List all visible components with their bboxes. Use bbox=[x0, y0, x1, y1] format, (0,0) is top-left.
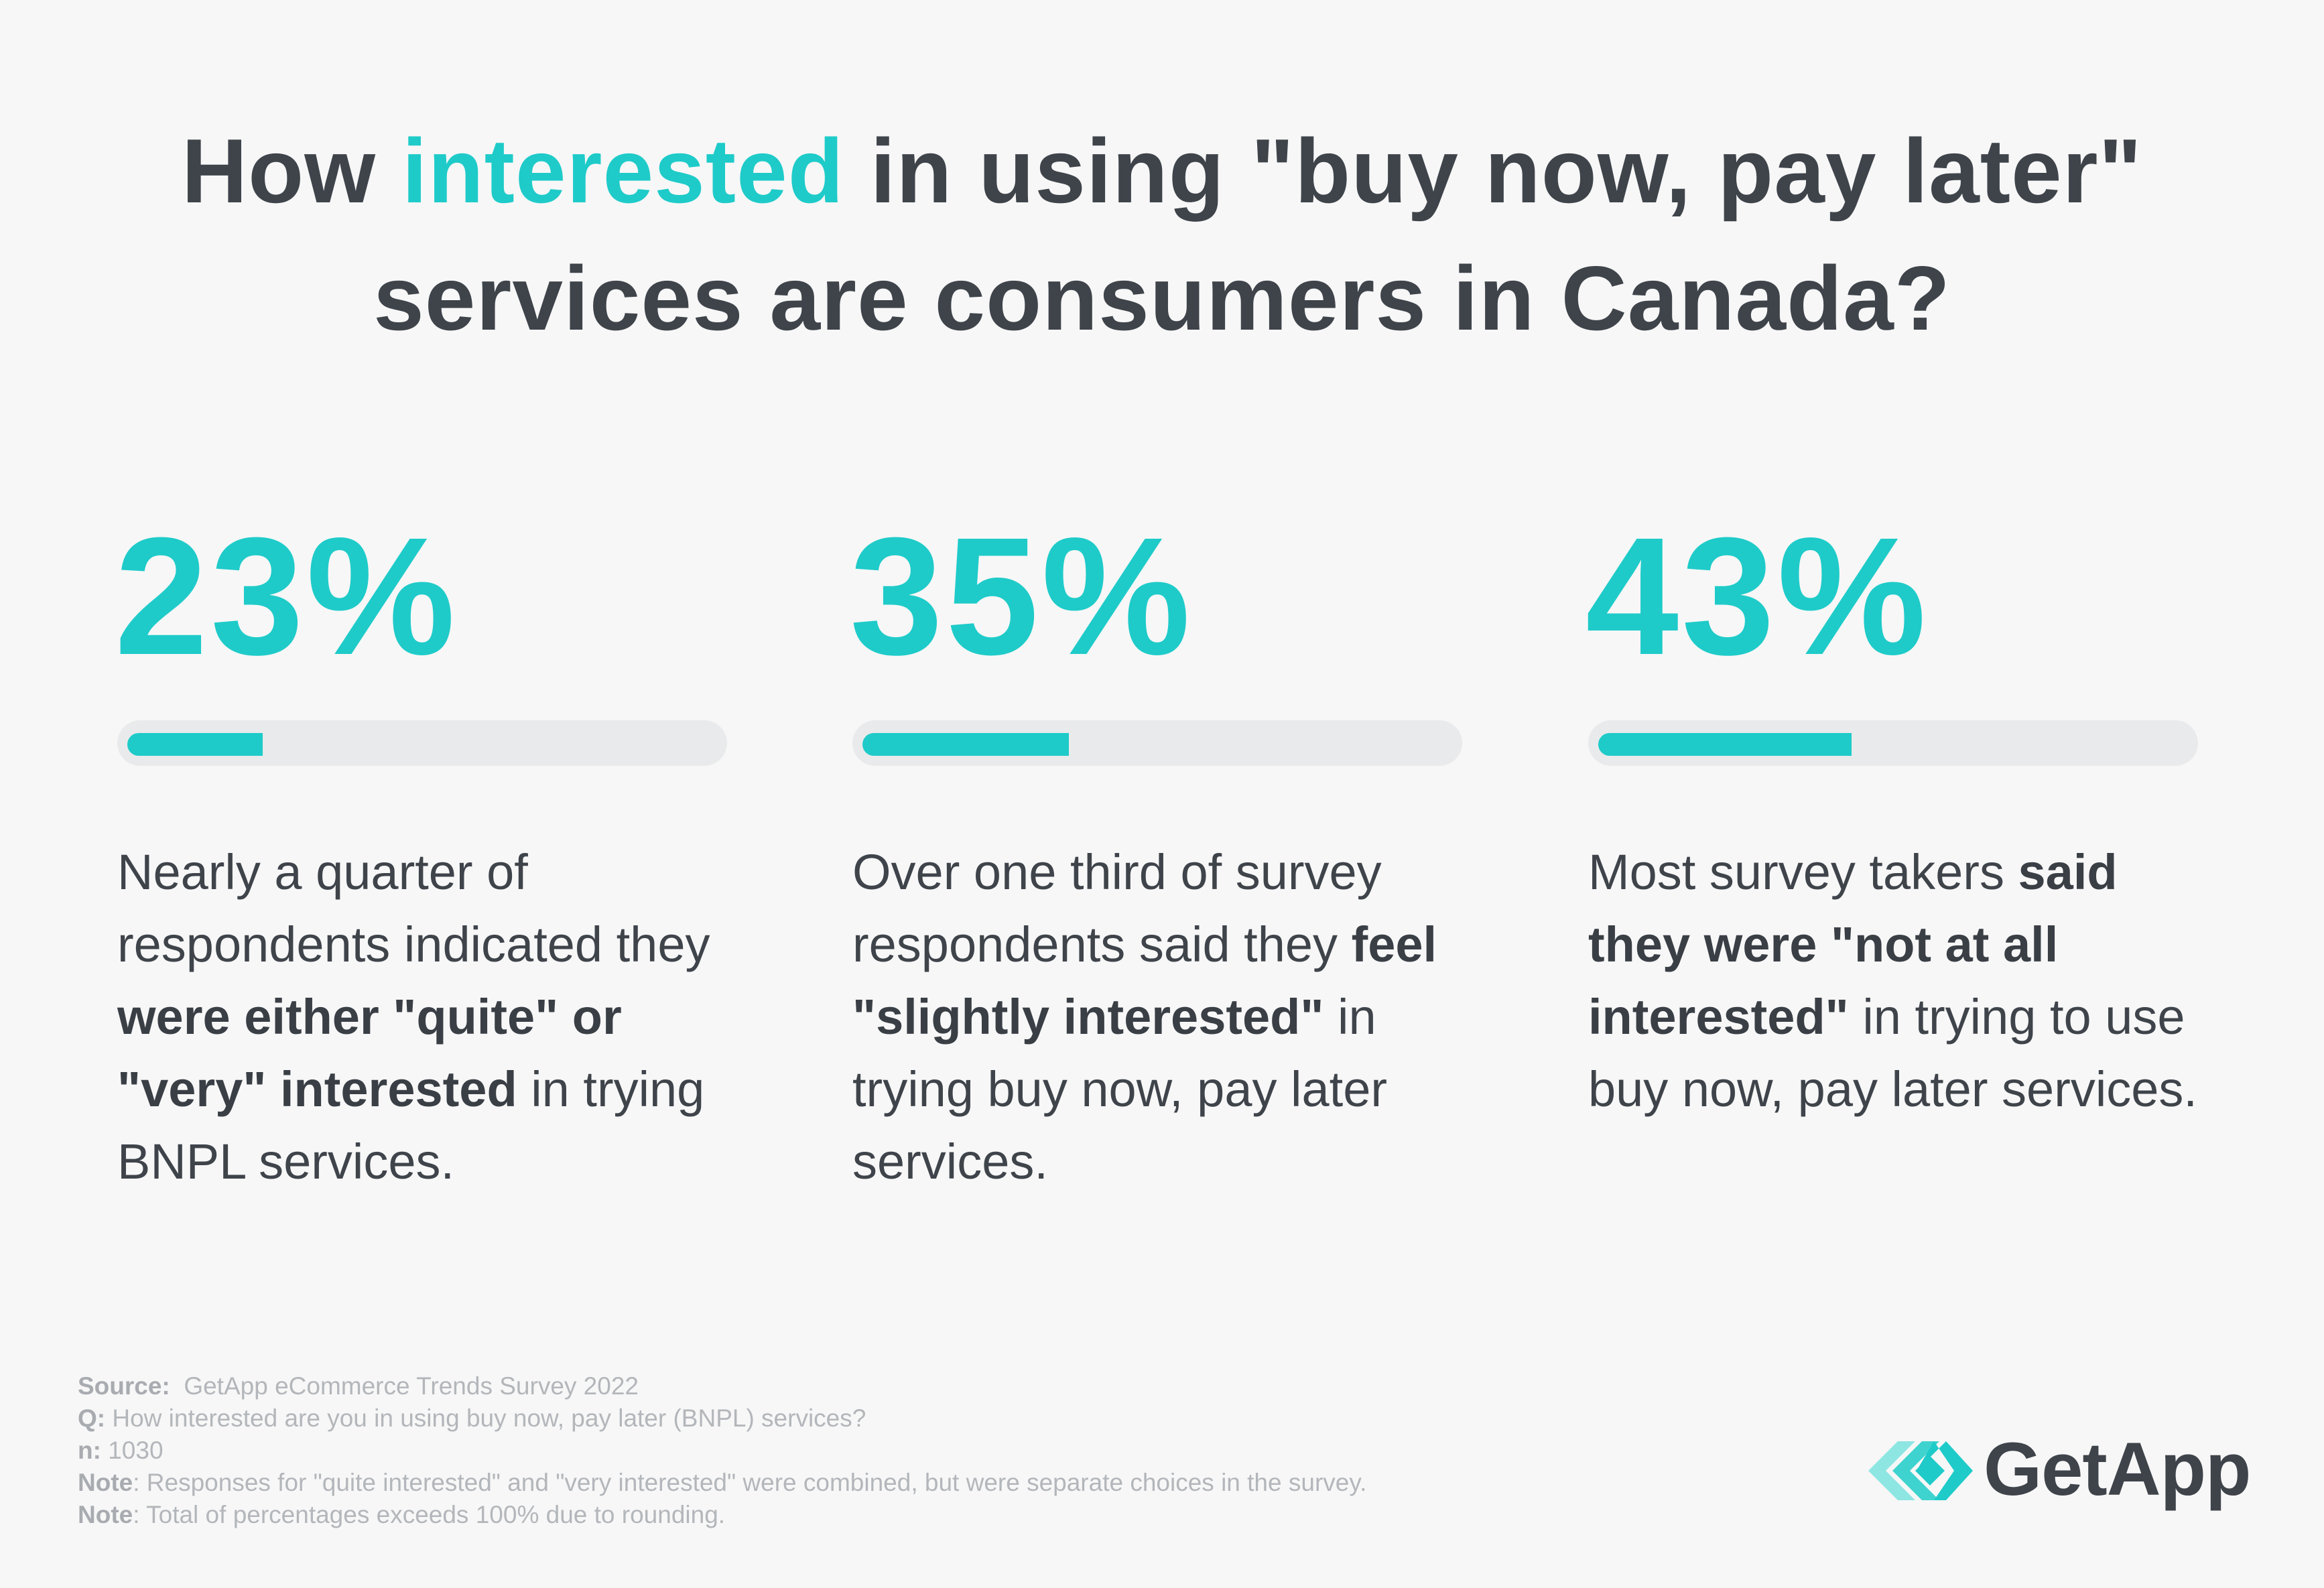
title-text-pre: How bbox=[181, 120, 402, 222]
stat-column-1: 23% Nearly a quarter of respondents indi… bbox=[115, 503, 734, 1198]
desc-emphasis: feel "slightly interested" bbox=[852, 917, 1437, 1045]
getapp-chevrons-icon bbox=[1868, 1441, 1973, 1500]
desc-emphasis: were either "quite" or "very" interested bbox=[117, 989, 622, 1117]
footer-question: Q: How interested are you in using buy n… bbox=[78, 1404, 866, 1432]
progress-bar-track bbox=[117, 720, 727, 766]
progress-bar-fill bbox=[127, 733, 263, 756]
desc-text: in trying to use buy now, pay later serv… bbox=[1588, 989, 2197, 1117]
stat-percentage: 35% bbox=[850, 503, 1193, 689]
stat-description: Most survey takers said they were "not a… bbox=[1588, 836, 2205, 1126]
progress-bar-fill bbox=[1598, 733, 1852, 756]
stat-column-3: 43% Most survey takers said they were "n… bbox=[1586, 503, 2205, 1126]
footer-note-1: Note: Responses for "quite interested" a… bbox=[78, 1469, 1367, 1496]
progress-bar-track bbox=[1588, 720, 2198, 766]
title-highlight: interested bbox=[401, 120, 844, 222]
stat-description: Over one third of survey respondents sai… bbox=[852, 836, 1469, 1198]
desc-text: Most survey takers bbox=[1588, 844, 2018, 900]
getapp-logo: GetApp bbox=[1863, 1424, 2278, 1518]
stat-percentage: 43% bbox=[1586, 503, 1929, 689]
footer-sample-size: n: 1030 bbox=[78, 1437, 164, 1464]
stat-column-2: 35% Over one third of survey respondents… bbox=[850, 503, 1469, 1198]
stat-description: Nearly a quarter of respondents indicate… bbox=[117, 836, 734, 1198]
stat-percentage: 23% bbox=[115, 503, 458, 689]
desc-emphasis: said they were "not at all interested" bbox=[1588, 844, 2118, 1045]
desc-text: Over one third of survey respondents sai… bbox=[852, 844, 1382, 972]
desc-text: in trying BNPL services. bbox=[117, 1061, 705, 1189]
title-text-post: in using "buy now, pay later" bbox=[844, 120, 2143, 222]
desc-text: in trying buy now, pay later services. bbox=[852, 989, 1387, 1189]
footer-source: Source: GetApp eCommerce Trends Survey 2… bbox=[78, 1372, 639, 1400]
title-line-1: How interested in using "buy now, pay la… bbox=[0, 107, 2324, 235]
chart-title: How interested in using "buy now, pay la… bbox=[0, 107, 2324, 362]
desc-text: Nearly a quarter of respondents indicate… bbox=[117, 844, 710, 972]
footer-notes: Source: GetApp eCommerce Trends Survey 2… bbox=[78, 1370, 1366, 1531]
footer-note-2: Note: Total of percentages exceeds 100% … bbox=[78, 1501, 726, 1528]
progress-bar-fill bbox=[862, 733, 1069, 756]
logo-text: GetApp bbox=[1984, 1427, 2251, 1511]
progress-bar-track bbox=[852, 720, 1462, 766]
title-line-2: services are consumers in Canada? bbox=[373, 247, 1951, 349]
